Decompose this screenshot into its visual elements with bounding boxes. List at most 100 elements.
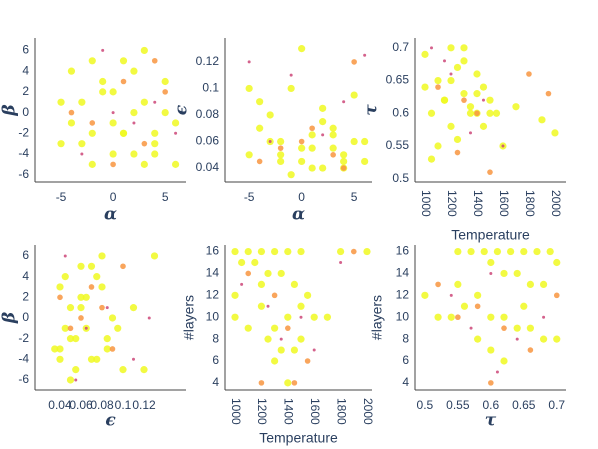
y-tick-label: 6 xyxy=(22,43,29,57)
point xyxy=(291,380,298,386)
x-tick-label: 0.6 xyxy=(482,398,499,412)
point xyxy=(287,84,295,93)
point xyxy=(99,88,107,96)
point xyxy=(553,258,561,267)
x-tick-label: 0.12 xyxy=(132,398,156,412)
y-tick-label: 0.08 xyxy=(196,107,220,121)
point xyxy=(140,46,148,55)
point xyxy=(474,110,480,117)
point xyxy=(520,302,528,310)
point xyxy=(101,48,105,52)
point xyxy=(151,129,159,137)
point xyxy=(238,258,246,267)
y-tick-label: -4 xyxy=(18,146,29,160)
point xyxy=(363,247,371,256)
point xyxy=(98,283,106,291)
point xyxy=(277,145,284,151)
point xyxy=(527,347,534,353)
point xyxy=(130,108,138,117)
point xyxy=(542,315,546,319)
x-tick-label: 5 xyxy=(351,190,358,204)
point xyxy=(467,247,475,256)
y-tick-label: 0.12 xyxy=(196,54,220,68)
point xyxy=(279,337,283,341)
point xyxy=(56,345,64,353)
point xyxy=(77,304,85,312)
point xyxy=(440,96,449,104)
point xyxy=(297,335,305,343)
point xyxy=(131,357,135,361)
point xyxy=(109,119,117,127)
point xyxy=(449,72,453,76)
point xyxy=(447,76,455,85)
point xyxy=(350,91,358,99)
point xyxy=(87,262,96,270)
point xyxy=(89,120,96,126)
y-tick-label: 8 xyxy=(212,331,219,345)
point xyxy=(342,100,346,104)
point xyxy=(298,157,306,166)
point xyxy=(88,129,96,137)
point xyxy=(460,302,469,310)
point xyxy=(469,326,473,330)
point xyxy=(153,100,157,104)
point xyxy=(78,98,86,106)
point xyxy=(284,247,292,256)
x-tick-label: 1000 xyxy=(229,398,243,425)
point xyxy=(539,335,548,343)
y-axis-label: #layers xyxy=(369,295,385,340)
point xyxy=(256,98,264,106)
point xyxy=(501,144,505,148)
point xyxy=(68,109,75,116)
point xyxy=(151,57,158,64)
point xyxy=(298,138,305,145)
point xyxy=(99,304,105,311)
point xyxy=(266,304,270,308)
point xyxy=(474,303,481,310)
point xyxy=(284,313,292,321)
point xyxy=(489,271,493,275)
point xyxy=(487,258,495,267)
point xyxy=(321,133,325,137)
point xyxy=(151,140,159,148)
y-tick-label: -2 xyxy=(18,331,29,345)
x-tick-label: 0.55 xyxy=(446,398,470,412)
point xyxy=(277,157,285,166)
y-tick-label: 4 xyxy=(402,375,409,389)
point xyxy=(258,380,265,386)
y-tick-label: -2 xyxy=(18,125,29,139)
point xyxy=(140,98,148,106)
point xyxy=(421,50,429,58)
point xyxy=(231,291,239,299)
y-tick-label: 16 xyxy=(396,244,410,258)
point xyxy=(111,111,115,115)
point xyxy=(312,348,316,352)
point xyxy=(329,124,337,132)
point xyxy=(447,122,455,130)
point xyxy=(350,137,358,146)
point xyxy=(119,366,127,374)
point xyxy=(351,59,357,65)
point xyxy=(151,150,159,158)
point xyxy=(442,59,446,63)
point xyxy=(304,291,312,299)
point xyxy=(130,150,138,158)
point xyxy=(460,57,468,65)
x-axis-label: Temperature xyxy=(259,430,338,446)
y-tick-label: 12 xyxy=(206,288,220,302)
point xyxy=(488,380,494,386)
y-axis-label: #layers xyxy=(181,295,197,340)
point xyxy=(310,313,318,321)
x-axis-label: α xyxy=(104,205,117,225)
point xyxy=(513,269,521,278)
point xyxy=(57,98,65,106)
point xyxy=(150,252,159,260)
point xyxy=(93,355,101,363)
point xyxy=(361,157,369,166)
point xyxy=(103,335,111,343)
point xyxy=(57,140,65,148)
x-axis-label: τ xyxy=(485,411,497,431)
point xyxy=(474,335,482,343)
point xyxy=(486,109,494,117)
point xyxy=(231,247,239,256)
